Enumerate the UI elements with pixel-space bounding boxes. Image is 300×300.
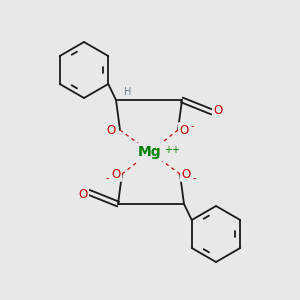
Text: O: O	[213, 103, 223, 116]
Text: O: O	[78, 188, 88, 200]
Text: O: O	[179, 124, 189, 136]
Text: O: O	[106, 124, 116, 136]
Text: -: -	[192, 173, 196, 183]
Text: Mg: Mg	[138, 145, 162, 159]
Text: O: O	[111, 167, 121, 181]
Text: ++: ++	[164, 145, 180, 155]
Text: H: H	[124, 87, 132, 97]
Text: -: -	[105, 173, 109, 183]
Text: -: -	[190, 121, 194, 131]
Text: O: O	[182, 167, 190, 181]
